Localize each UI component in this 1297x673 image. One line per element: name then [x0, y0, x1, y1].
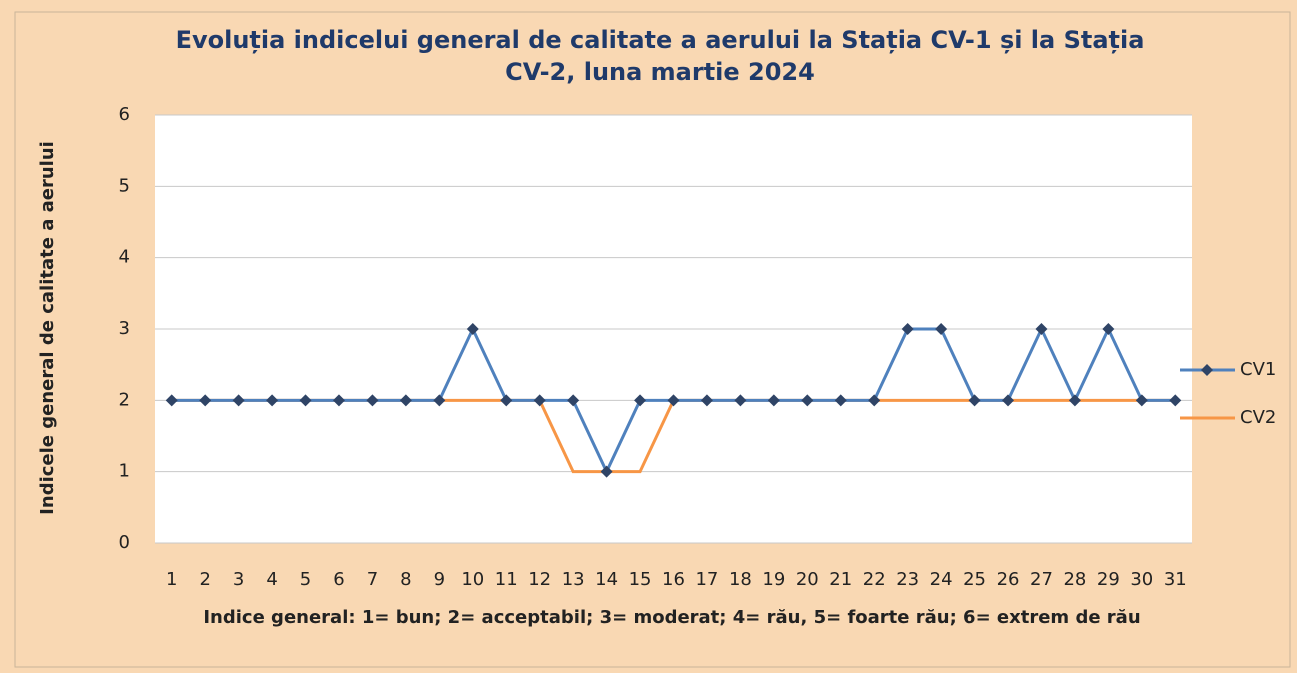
x-tick-label: 8 — [400, 569, 411, 590]
x-tick-label: 20 — [796, 569, 819, 590]
x-tick-label: 30 — [1130, 569, 1153, 590]
y-tick-label: 4 — [119, 247, 130, 268]
data-point — [834, 394, 847, 407]
data-point — [500, 394, 513, 407]
x-tick-label: 10 — [461, 569, 484, 590]
y-tick-label: 0 — [119, 532, 130, 553]
y-tick-label: 1 — [119, 461, 130, 482]
chart-title: Evoluția indicelui general de calitate a… — [175, 26, 1145, 86]
data-point — [299, 394, 312, 407]
x-tick-label: 14 — [595, 569, 618, 590]
data-point — [567, 394, 580, 407]
data-point — [1068, 394, 1081, 407]
x-tick-label: 24 — [930, 569, 953, 590]
x-tick-label: 13 — [562, 569, 585, 590]
x-tick-label: 23 — [896, 569, 919, 590]
data-point — [1002, 394, 1015, 407]
x-tick-label: 1 — [166, 569, 177, 590]
data-point — [935, 323, 948, 335]
legend-label: CV2 — [1240, 407, 1276, 428]
x-tick-label: 29 — [1097, 569, 1120, 590]
data-point — [199, 394, 212, 407]
x-tick-label: 31 — [1164, 569, 1187, 590]
x-tick-label: 4 — [266, 569, 277, 590]
data-point — [533, 394, 546, 407]
data-point — [1135, 394, 1148, 407]
legend-label: CV1 — [1240, 359, 1276, 380]
data-point — [968, 394, 981, 407]
data-point — [801, 394, 814, 407]
x-tick-label: 11 — [495, 569, 518, 590]
data-point — [466, 323, 479, 335]
data-point — [266, 394, 279, 407]
data-point — [667, 394, 680, 407]
data-point — [901, 323, 914, 335]
y-tick-label: 2 — [119, 389, 130, 410]
x-tick-label: 19 — [762, 569, 785, 590]
y-tick-label: 5 — [119, 175, 130, 196]
x-tick-label: 21 — [829, 569, 852, 590]
x-tick-label: 28 — [1063, 569, 1086, 590]
data-point — [433, 394, 446, 407]
x-tick-label: 12 — [528, 569, 551, 590]
data-point — [232, 394, 245, 407]
x-tick-label: 22 — [863, 569, 886, 590]
x-tick-label: 2 — [199, 569, 210, 590]
x-tick-label: 17 — [695, 569, 718, 590]
data-point — [767, 394, 780, 407]
x-tick-label: 9 — [434, 569, 445, 590]
data-point — [165, 394, 178, 407]
x-tick-label: 25 — [963, 569, 986, 590]
data-point — [1035, 323, 1048, 335]
data-point — [332, 394, 345, 407]
data-point — [700, 394, 713, 407]
y-tick-label: 6 — [119, 104, 130, 125]
data-point — [634, 394, 647, 407]
x-tick-label: 7 — [367, 569, 378, 590]
x-tick-label: 18 — [729, 569, 752, 590]
legend-marker — [1201, 364, 1213, 376]
data-point — [399, 394, 412, 407]
data-point — [868, 394, 881, 407]
y-tick-label: 3 — [119, 318, 130, 339]
data-point — [600, 465, 613, 478]
data-point — [1169, 394, 1182, 407]
y-axis-label: Indicele general de calitate a aerului — [37, 141, 58, 515]
x-tick-label: 6 — [333, 569, 344, 590]
x-tick-label: 27 — [1030, 569, 1053, 590]
data-point — [734, 394, 747, 407]
x-tick-label: 16 — [662, 569, 685, 590]
x-tick-label: 26 — [997, 569, 1020, 590]
data-point — [1102, 323, 1115, 335]
x-tick-label: 5 — [300, 569, 311, 590]
data-point — [366, 394, 379, 407]
x-axis-label: Indice general: 1= bun; 2= acceptabil; 3… — [203, 607, 1140, 628]
x-tick-label: 15 — [629, 569, 652, 590]
x-tick-label: 3 — [233, 569, 244, 590]
